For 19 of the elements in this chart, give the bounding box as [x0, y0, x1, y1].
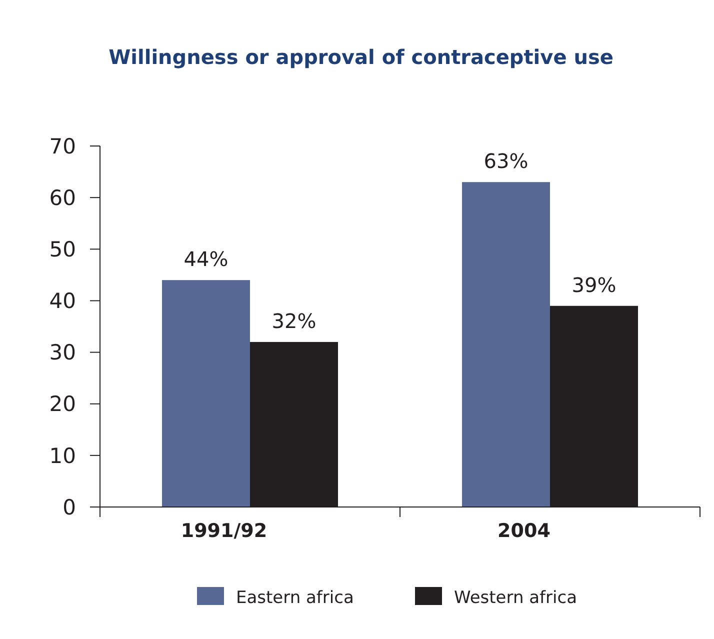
- y-tick-label: 50: [49, 237, 76, 262]
- legend-label: Western africa: [454, 588, 578, 608]
- bar: [162, 280, 250, 507]
- legend-label: Eastern africa: [236, 588, 354, 608]
- data-label: 44%: [184, 247, 228, 272]
- y-tick-label: 70: [49, 134, 76, 158]
- y-tick-label: 40: [49, 289, 76, 314]
- y-tick-label: 20: [49, 392, 76, 416]
- chart-title: Willingness or approval of contraceptive use: [108, 45, 614, 69]
- x-tick-label: 2004: [498, 520, 550, 542]
- data-label: 39%: [572, 272, 616, 297]
- y-tick-label: 60: [49, 186, 76, 210]
- data-label: 32%: [272, 308, 316, 333]
- x-tick-label: 1991/92: [180, 520, 268, 542]
- y-tick-label: 30: [49, 340, 76, 365]
- bar: [462, 182, 550, 507]
- y-tick-label: 10: [49, 444, 76, 468]
- y-tick-label: 0: [62, 495, 76, 520]
- data-label: 63%: [484, 149, 528, 174]
